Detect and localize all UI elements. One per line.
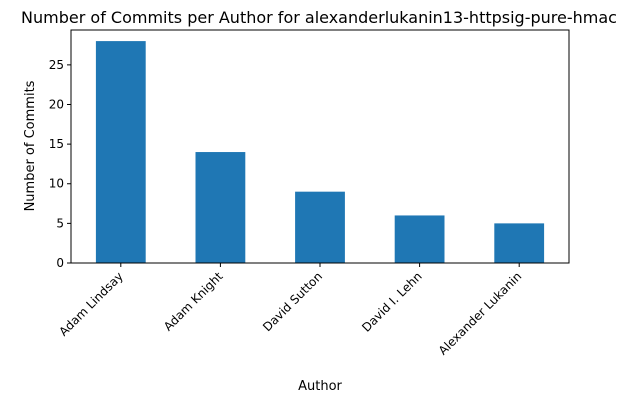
x-tick-label-1: Adam Knight [161,269,226,334]
x-axis-label: Author [298,379,342,394]
bar-3 [394,215,445,263]
y-tick-label-2: 10 [49,177,64,191]
x-tick-label-4: Alexander Lukanin [436,269,525,358]
x-tick-label-2: David Sutton [260,269,325,334]
bars [95,41,545,263]
y-tick-label-3: 15 [49,137,64,151]
bar-4 [494,223,545,263]
chart-title: Number of Commits per Author for alexand… [21,8,617,27]
y-axis: 0 5 10 15 20 25 [49,58,71,270]
x-axis: Adam Lindsay Adam Knight David Sutton David… [56,263,524,358]
y-tick-label-1: 5 [56,216,64,230]
y-tick-label-0: 0 [56,256,64,270]
bar-1 [195,152,246,263]
plot-frame [70,29,570,264]
x-tick-label-3: David I. Lehn [359,269,425,335]
bar-0 [95,41,146,263]
y-tick-label-4: 20 [49,97,64,111]
y-axis-label: Number of Commits [23,80,38,211]
bar-2 [295,191,345,263]
x-tick-label-0: Adam Lindsay [56,269,126,339]
y-tick-label-5: 25 [49,58,64,72]
